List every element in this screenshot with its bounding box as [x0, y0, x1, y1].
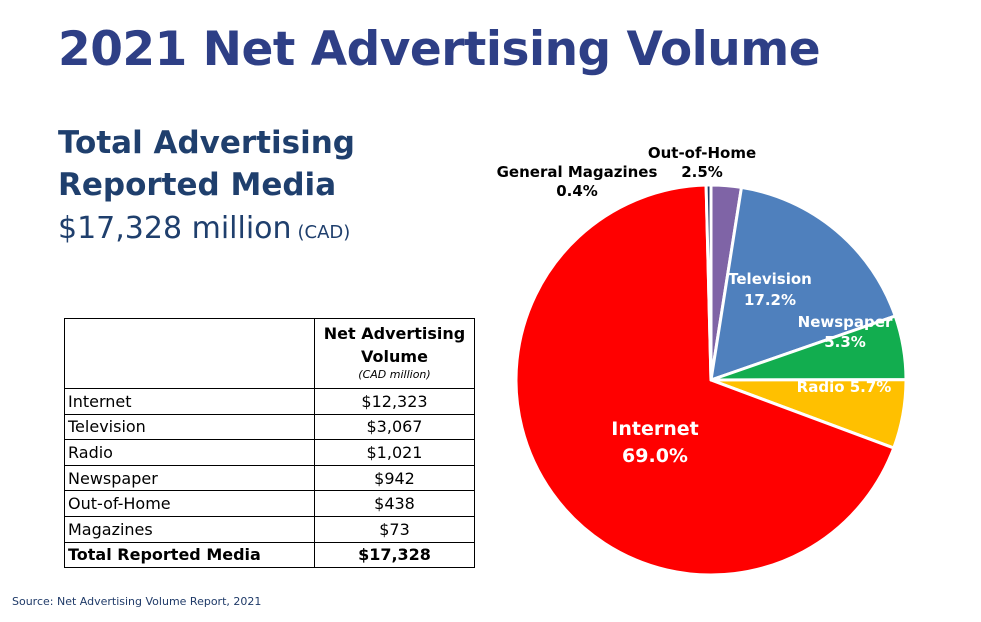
pie-labels: Out-of-Home 2.5% Television 17.2% Newspaper 5… — [497, 144, 893, 467]
table-header-unit: (CAD million) — [358, 368, 431, 381]
total-row-label: Total Reported Media — [64, 541, 315, 569]
row-label: Radio — [64, 439, 315, 466]
table-header-line-1: Net Advertising — [323, 324, 466, 343]
table-header-volume: Net Advertising Volume (CAD million) — [314, 318, 475, 389]
row-label: Television — [64, 413, 315, 441]
table-row: Magazines $73 — [64, 515, 475, 543]
table-header-line-2: Volume — [361, 347, 428, 366]
subtitle-line-2: Reported Media — [58, 167, 337, 203]
pie-label-radio: Radio 5.7% — [797, 378, 892, 396]
row-value: $1,021 — [314, 439, 475, 466]
pie-chart: Out-of-Home 2.5% Television 17.2% Newspaper 5… — [497, 144, 908, 577]
row-value: $12,323 — [314, 388, 475, 415]
table-total-row: Total Reported Media $17,328 — [64, 541, 475, 569]
total-advertising-value: $17,328 million (CAD) — [58, 211, 350, 246]
total-row-value: $17,328 — [314, 541, 475, 569]
table-row: Out-of-Home $438 — [64, 490, 475, 517]
pie-label-newspaper: Newspaper 5.3% — [798, 313, 893, 351]
row-label: Magazines — [64, 515, 315, 543]
table-row: Radio $1,021 — [64, 439, 475, 466]
advertising-volume-table: Net Advertising Volume (CAD million) Int… — [64, 318, 475, 569]
table-header-row: Net Advertising Volume (CAD million) — [64, 318, 475, 389]
pie-slice-general-magazines — [704, 183, 713, 382]
pie-label-television: Television 17.2% — [728, 270, 812, 309]
pie-label-internet: Internet 69.0% — [611, 418, 698, 467]
table-header-empty-cell — [64, 318, 315, 389]
subtitle-line-1: Total Advertising — [58, 125, 355, 161]
pie-label-out-of-home: Out-of-Home 2.5% — [648, 144, 756, 181]
row-value: $438 — [314, 490, 475, 517]
table-row: Newspaper $942 — [64, 464, 475, 492]
source-note: Source: Net Advertising Volume Report, 2… — [12, 595, 262, 608]
row-value: $3,067 — [314, 413, 475, 441]
row-label: Newspaper — [64, 464, 315, 492]
total-value: $17,328 million — [58, 211, 292, 246]
row-label: Out-of-Home — [64, 490, 315, 517]
pie-slice-internet — [514, 183, 896, 577]
table-row: Television $3,067 — [64, 413, 475, 441]
pie-label-general-magazines: General Magazines 0.4% — [497, 163, 658, 200]
row-value: $73 — [314, 515, 475, 543]
total-unit: (CAD) — [297, 222, 351, 243]
row-label: Internet — [64, 388, 315, 415]
row-value: $942 — [314, 464, 475, 492]
subtitle: Total Advertising Reported Media — [58, 122, 355, 206]
table-row: Internet $12,323 — [64, 388, 475, 415]
page-title: 2021 Net Advertising Volume — [58, 22, 821, 77]
pie-slices — [514, 183, 908, 577]
